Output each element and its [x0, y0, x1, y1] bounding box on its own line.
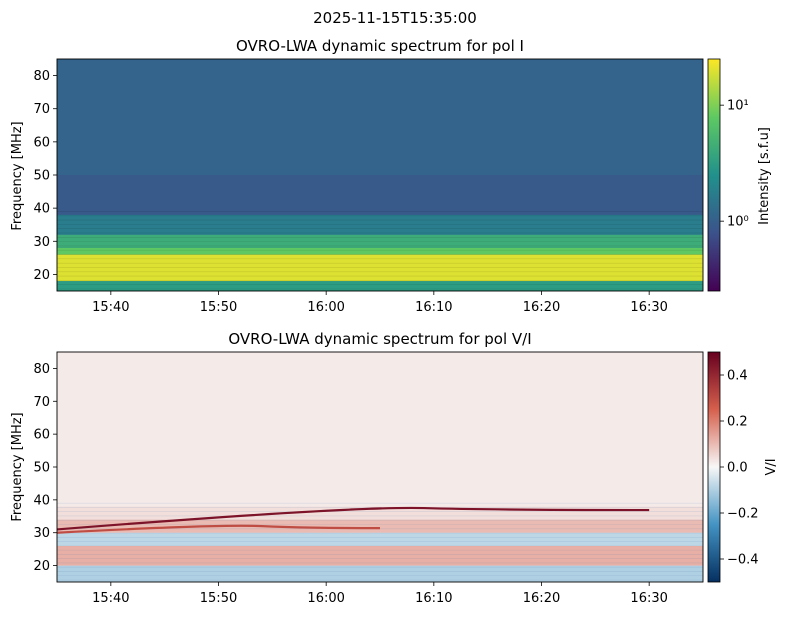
- colorbar-label-pol-v-i: V/I: [764, 458, 779, 475]
- colorbar-label-pol-i: Intensity [s.f.u]: [757, 127, 772, 225]
- axes-pol-v-i: 15:40 15:50 16:00 16:10 16:20 16:30 20 30 40 50 60…: [33, 362, 667, 606]
- plot-frame-pol-i: [56, 58, 704, 292]
- colorbar-pol-v-i: 0.4 0.2 0.0 −0.2 −0.4: [707, 351, 759, 583]
- y-axis-label-pol-v-i: Frequency [MHz]: [10, 412, 25, 521]
- colorbar-tick-label: 0.2: [727, 415, 748, 430]
- colorbar-pol-v-i-bar: [707, 351, 721, 583]
- y-tick-label: 30: [33, 526, 50, 541]
- figure-suptitle: 2025-11-15T15:35:00: [313, 9, 477, 27]
- panel-pol-v-i: OVRO-LWA dynamic spectrum for pol V/I Fr…: [10, 330, 779, 606]
- heatmap-band-3: [57, 234, 703, 248]
- y-axis-label-pol-i: Frequency [MHz]: [10, 121, 25, 230]
- x-tick-label: 15:50: [200, 591, 237, 606]
- colorbar-tick-label: 0.4: [727, 369, 748, 384]
- x-tick-label: 16:10: [415, 591, 452, 606]
- heatmap-band-2: [57, 247, 703, 255]
- colorbar-tick-label: 10¹: [727, 99, 749, 114]
- y-tick-label: 50: [33, 169, 50, 184]
- colorbar-tick-label: 10⁰: [727, 215, 749, 230]
- polarized-feature-1: [56, 524, 381, 534]
- y-tick-label: 30: [33, 235, 50, 250]
- heatmap-band-6: [57, 59, 703, 175]
- heatmap-band-0: [57, 565, 703, 582]
- x-tick-label: 16:00: [307, 591, 344, 606]
- chart-title-pol-i: OVRO-LWA dynamic spectrum for pol I: [236, 37, 524, 55]
- colorbar-tick-label: −0.4: [727, 553, 759, 568]
- y-tick-label: 40: [33, 493, 50, 508]
- heatmap-band-0: [57, 281, 703, 291]
- heatmap-band-4: [57, 214, 703, 235]
- y-tick-label: 60: [33, 428, 50, 443]
- panel-pol-i: OVRO-LWA dynamic spectrum for pol I Freq…: [10, 37, 772, 315]
- heatmap-pol-i: [57, 59, 703, 291]
- y-tick-label: 20: [33, 268, 50, 283]
- x-tick-label: 16:10: [415, 300, 452, 315]
- y-tick-label: 50: [33, 461, 50, 476]
- x-tick-label: 15:40: [92, 300, 129, 315]
- y-tick-label: 20: [33, 559, 50, 574]
- y-tick-label: 80: [33, 69, 50, 84]
- heatmap-band-5: [57, 352, 703, 507]
- heatmap-pol-v-i: [56, 352, 703, 582]
- x-tick-label: 16:20: [523, 591, 560, 606]
- y-tick-label: 70: [33, 102, 50, 117]
- x-tick-label: 16:30: [630, 591, 667, 606]
- colorbar-pol-i-bar: [707, 58, 721, 292]
- heatmap-band-5: [57, 175, 703, 215]
- y-tick-label: 60: [33, 135, 50, 150]
- x-tick-label: 16:00: [307, 300, 344, 315]
- x-tick-label: 16:30: [630, 300, 667, 315]
- x-tick-label: 16:20: [523, 300, 560, 315]
- colorbar-tick-label: 0.0: [727, 461, 748, 476]
- heatmap-band-3: [57, 519, 703, 533]
- axes-pol-i: 15:40 15:50 16:00 16:10 16:20 16:30 20 30 40 50 60…: [33, 69, 667, 315]
- x-tick-label: 15:40: [92, 591, 129, 606]
- heatmap-band-2: [57, 532, 703, 546]
- polarized-feature-0: [56, 506, 650, 531]
- y-tick-label: 70: [33, 395, 50, 410]
- x-tick-label: 15:50: [200, 300, 237, 315]
- colorbar-tick-label: −0.2: [727, 507, 759, 522]
- heatmap-band-1: [57, 545, 703, 566]
- y-tick-label: 80: [33, 362, 50, 377]
- colorbar-pol-i: 10⁰ 10¹: [707, 58, 749, 292]
- y-tick-label: 40: [33, 202, 50, 217]
- plot-frame-pol-v-i: [56, 351, 704, 583]
- heatmap-band-1: [57, 254, 703, 282]
- chart-title-pol-v-i: OVRO-LWA dynamic spectrum for pol V/I: [228, 330, 531, 348]
